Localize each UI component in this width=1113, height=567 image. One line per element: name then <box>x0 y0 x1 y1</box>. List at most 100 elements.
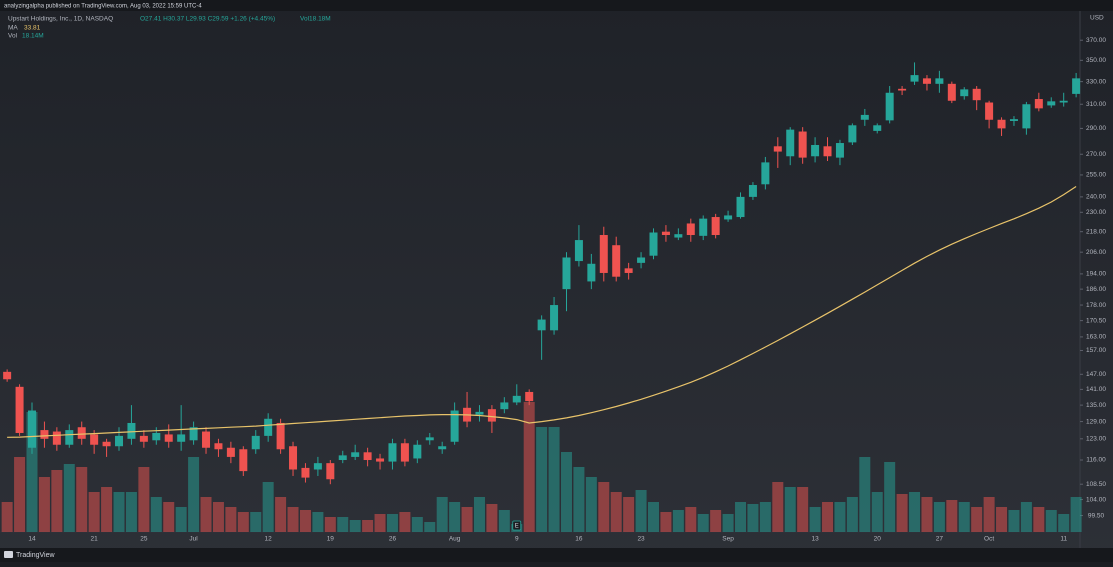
candle-body <box>686 223 695 236</box>
volume-bar <box>225 507 237 532</box>
volume-bar <box>14 457 26 532</box>
candle-body <box>873 125 882 131</box>
candle-body <box>214 443 223 450</box>
volume-bar <box>349 520 361 532</box>
candle-body <box>562 257 571 290</box>
candle-body <box>935 78 944 84</box>
volume-bar <box>735 502 747 532</box>
volume-bar <box>896 494 908 532</box>
volume-bar <box>610 492 622 532</box>
candle-body <box>139 435 148 442</box>
candle-body <box>1047 101 1056 106</box>
volume-bar <box>424 522 436 532</box>
volume-bar <box>834 502 846 532</box>
vol-legend-name: Vol <box>8 33 18 40</box>
volume-bar <box>859 457 871 532</box>
volume-bar <box>548 427 560 532</box>
header-volume: Vol18.18M <box>300 16 331 23</box>
candle-body <box>798 131 807 158</box>
bottom-bar <box>0 548 1113 562</box>
volume-bar <box>560 452 572 532</box>
candle-body <box>102 441 111 447</box>
candle-body <box>264 418 273 436</box>
volume-bar <box>759 502 771 532</box>
candle-body <box>811 144 820 157</box>
volume-bar <box>648 502 659 532</box>
volume-bar <box>958 502 970 532</box>
y-tick-label: 170.50 <box>1086 317 1106 324</box>
volume-bar <box>685 507 697 532</box>
volume-bar <box>623 497 635 532</box>
volume-bar <box>971 507 983 532</box>
volume-bar <box>101 487 113 532</box>
volume-bar <box>809 507 821 532</box>
candle-body <box>612 245 621 277</box>
volume-bar <box>1 502 13 532</box>
candle-body <box>425 437 434 441</box>
candle-body <box>189 427 198 441</box>
candle-body <box>997 119 1006 129</box>
volume-bar <box>946 500 958 532</box>
y-tick-label: 147.00 <box>1086 371 1106 378</box>
y-tick-label: 178.00 <box>1086 302 1106 309</box>
candle-body <box>239 449 248 472</box>
x-tick-label: Aug <box>449 536 461 543</box>
volume-bar <box>772 482 784 532</box>
candle-body <box>500 402 509 410</box>
volume-bar <box>362 520 374 532</box>
candle-body <box>127 422 136 439</box>
volume-bar <box>63 464 75 532</box>
candle-body <box>326 463 335 480</box>
candle-body <box>637 257 646 263</box>
candle-body <box>90 434 99 445</box>
y-tick-label: 194.00 <box>1086 271 1106 278</box>
volume-bar <box>275 497 287 532</box>
candle-body <box>413 444 422 459</box>
volume-bar <box>461 507 473 532</box>
x-tick-label: 13 <box>811 536 819 543</box>
volume-bar <box>374 514 386 532</box>
volume-bar <box>722 514 734 532</box>
candle-body <box>736 196 745 218</box>
volume-bar <box>386 514 398 532</box>
candle-body <box>376 458 385 462</box>
volume-bar <box>983 497 995 532</box>
volume-bar <box>337 517 349 532</box>
moving-average <box>7 185 1077 438</box>
candle-body <box>202 431 211 448</box>
y-tick-label: 330.00 <box>1086 78 1106 85</box>
y-tick-label: 240.00 <box>1086 194 1106 201</box>
candle-body <box>400 443 409 462</box>
y-tick-label: 141.00 <box>1086 386 1106 393</box>
volume-bar <box>26 412 38 532</box>
y-tick-label: 116.00 <box>1086 457 1106 464</box>
volume-bar <box>287 507 299 532</box>
candle-body <box>40 430 49 439</box>
volume-bar <box>449 502 461 532</box>
candle-body <box>475 411 484 415</box>
candle-body <box>487 409 496 422</box>
volume-bar <box>598 482 610 532</box>
published-note: analyzingalpha published on TradingView.… <box>4 4 202 10</box>
candle-body <box>1022 104 1031 129</box>
candle-body <box>724 215 733 220</box>
candle-body <box>226 447 235 457</box>
candle-body <box>587 263 596 282</box>
volume-bar <box>909 492 921 532</box>
candle-body <box>363 452 372 461</box>
candle-body <box>910 75 919 82</box>
volume-bar <box>262 482 274 532</box>
volume-bar <box>150 497 162 532</box>
candle-body <box>1009 119 1018 121</box>
candle-body <box>550 305 559 331</box>
volume-bar <box>1020 502 1032 532</box>
volume-bar <box>486 504 498 532</box>
y-tick-label: 129.00 <box>1086 418 1106 425</box>
volume-bar <box>163 502 175 532</box>
chart-title: Upstart Holdings, Inc., 1D, NASDAQ <box>8 16 113 23</box>
volume-bar <box>312 512 324 532</box>
y-tick-label: 310.00 <box>1086 101 1106 108</box>
volume-bar <box>299 510 311 532</box>
x-tick-label: Oct <box>984 536 994 543</box>
candle-body <box>313 463 322 470</box>
